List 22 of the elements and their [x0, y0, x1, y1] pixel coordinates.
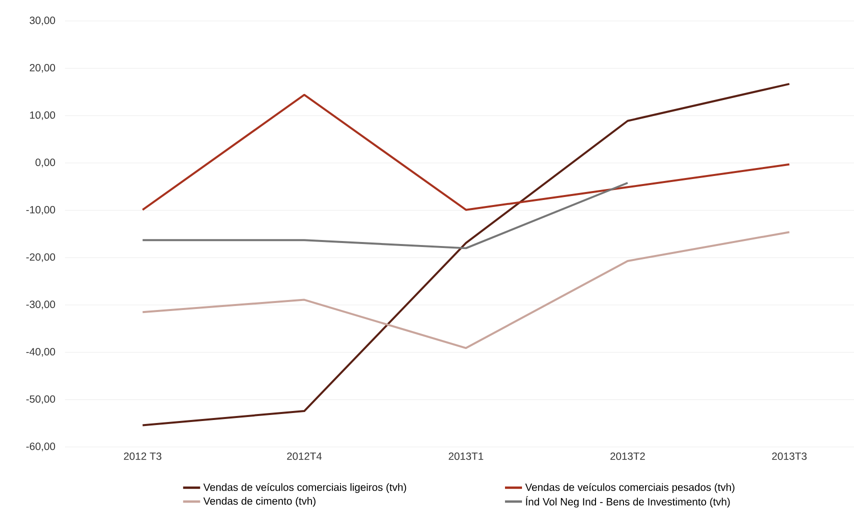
- y-tick-label: -40,00: [26, 348, 56, 357]
- legend-label: Vendas de veículos comerciais ligeiros (tvh): [203, 483, 406, 493]
- y-tick-label: 10,00: [30, 111, 56, 120]
- y-tick-label: -10,00: [26, 206, 56, 215]
- y-tick-label: -20,00: [26, 253, 56, 262]
- y-tick-label: -30,00: [26, 300, 56, 310]
- line-series: [142, 82, 790, 426]
- x-tick-label: 2013T3: [772, 452, 807, 460]
- y-tick-label: -60,00: [26, 442, 56, 452]
- y-tick-label: 0,00: [36, 158, 56, 168]
- x-tick-label: 2012T4: [287, 452, 322, 460]
- line-series: [142, 94, 790, 211]
- legend-label: Vendas de cimento (tvh): [203, 497, 316, 507]
- x-tick-label: 2013T2: [610, 452, 645, 460]
- x-tick-label: 2013T1: [448, 452, 484, 460]
- y-tick-label: 30,00: [30, 16, 56, 26]
- y-tick-label: 20,00: [30, 64, 56, 73]
- legend-label: Vendas de veículos comerciais pesados (tvh): [525, 483, 734, 493]
- y-tick-label: -50,00: [26, 395, 56, 404]
- legend-label: Índ Vol Neg Ind - Bens de Investimento (tvh): [526, 496, 730, 508]
- x-tick-label: 2012 T3: [124, 452, 162, 460]
- line-series: [142, 231, 790, 350]
